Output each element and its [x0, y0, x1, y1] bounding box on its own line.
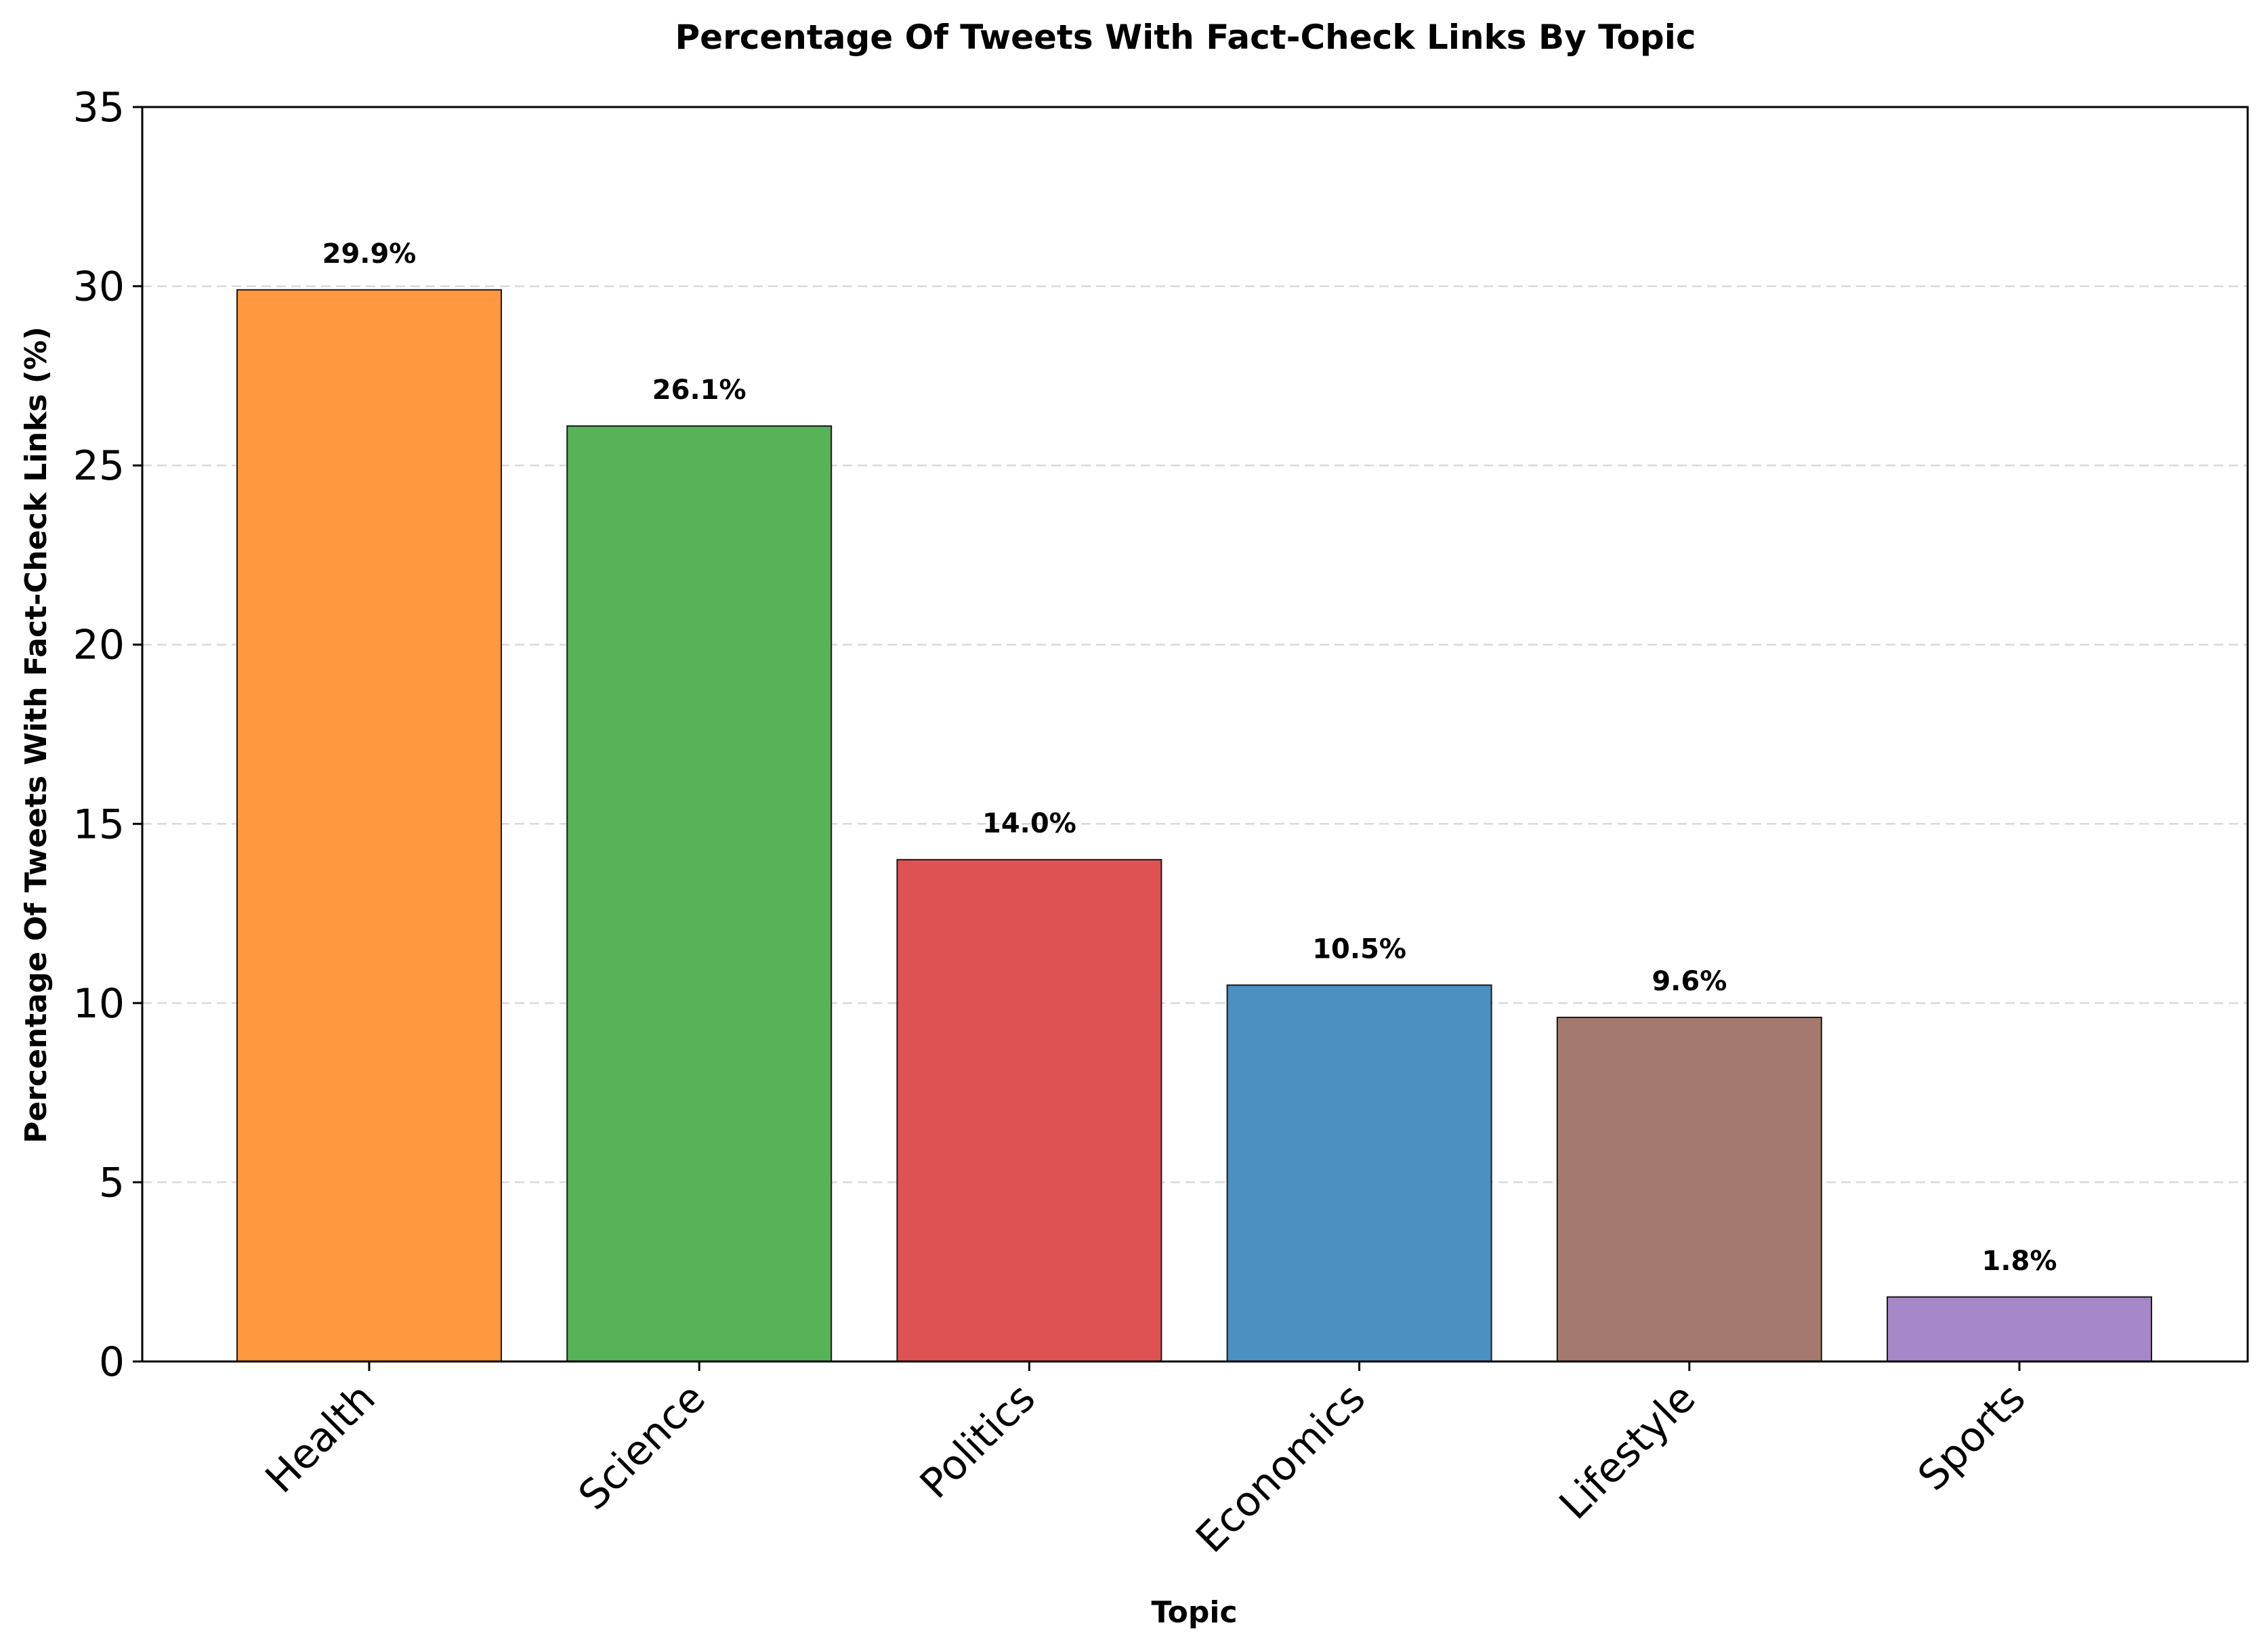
x-tick-label: Lifestyle: [1551, 1374, 1705, 1529]
x-tick-label: Politics: [911, 1374, 1045, 1508]
chart-title: Percentage Of Tweets With Fact-Check Lin…: [675, 18, 1696, 57]
y-tick-label: 0: [99, 1338, 125, 1386]
plot-area-frame: [141, 106, 2249, 1363]
y-tick-label: 25: [73, 442, 125, 490]
bar-lifestyle: [1556, 1017, 1822, 1362]
bar-value-labels: 29.9% 26.1% 14.0% 10.5% 9.6% 1.8%: [322, 238, 2057, 1277]
y-tick-label: 5: [99, 1159, 125, 1206]
bar-value-label: 29.9%: [322, 238, 417, 270]
x-axis-label: Topic: [1151, 1595, 1237, 1630]
x-tick-label: Economics: [1187, 1374, 1374, 1562]
x-tick-label: Health: [257, 1374, 385, 1502]
bar-value-label: 1.8%: [1982, 1246, 2057, 1277]
bar-value-label: 10.5%: [1312, 933, 1406, 965]
y-tick-label: 10: [73, 980, 125, 1028]
bar-science: [566, 425, 833, 1362]
x-axis-ticks: Health Science Politics Economics Lifestyle S…: [257, 1361, 2035, 1562]
x-tick-label: Science: [570, 1374, 715, 1519]
bar-value-label: 14.0%: [982, 808, 1076, 839]
bar-health: [236, 289, 502, 1362]
y-axis-ticks: 0 5 10 15 20 25 30 35: [73, 84, 142, 1386]
bar-value-label: 9.6%: [1652, 966, 1727, 997]
y-tick-label: 20: [73, 622, 125, 669]
bar-sports: [1887, 1296, 2152, 1362]
bar-politics: [896, 859, 1162, 1362]
y-tick-label: 35: [73, 84, 125, 131]
bars: [236, 289, 2152, 1362]
x-tick-label: Sports: [1909, 1374, 2035, 1500]
bar-value-label: 26.1%: [652, 375, 747, 406]
y-tick-label: 30: [73, 263, 125, 311]
y-axis-label: Percentage Of Tweets With Fact-Check Lin…: [19, 326, 54, 1143]
bar-economics: [1226, 984, 1492, 1362]
y-tick-label: 15: [73, 801, 125, 848]
